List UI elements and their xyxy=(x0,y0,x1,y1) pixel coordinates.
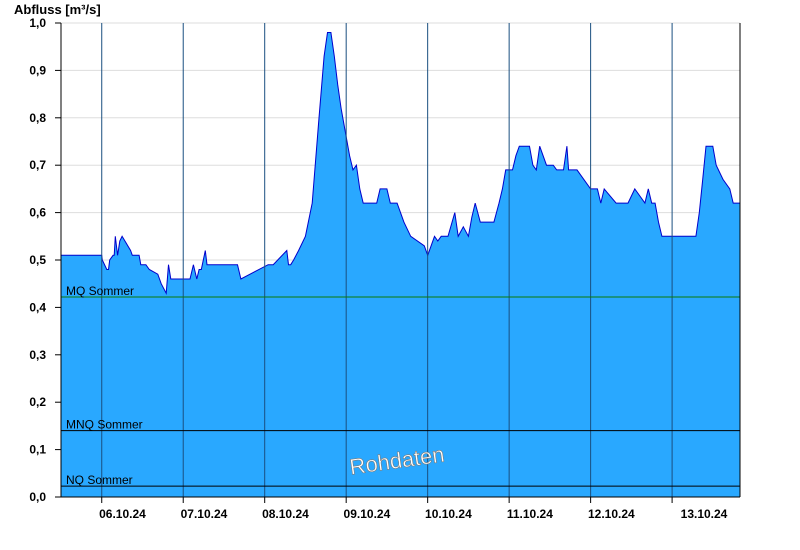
day-gridlines xyxy=(101,23,673,497)
y-tick-label: 0,3 xyxy=(29,348,46,362)
y-axis-title: Abfluss [m³/s] xyxy=(14,2,101,17)
y-tick-label: 0,6 xyxy=(29,206,46,220)
reference-lines: MQ Sommer MNQ Sommer NQ Sommer xyxy=(61,284,740,487)
y-tick-label: 0,4 xyxy=(29,300,46,314)
x-tick-label: 08.10.24 xyxy=(262,507,309,521)
reference-line-label: NQ Sommer xyxy=(66,473,133,487)
x-tick-label: 12.10.24 xyxy=(588,507,635,521)
y-tick-label: 0,5 xyxy=(29,253,46,267)
x-tick-label: 07.10.24 xyxy=(181,507,228,521)
y-tick-label: 0,1 xyxy=(29,443,46,457)
x-tick-label: 06.10.24 xyxy=(99,507,146,521)
x-tick-label: 09.10.24 xyxy=(344,507,391,521)
y-tick-label: 1,0 xyxy=(29,16,46,30)
y-tick-label: 0,8 xyxy=(29,111,46,125)
reference-line-label: MQ Sommer xyxy=(66,284,134,298)
discharge-fill xyxy=(61,32,740,497)
x-tick-label: 13.10.24 xyxy=(681,507,728,521)
y-tick-label: 0,0 xyxy=(29,490,46,504)
discharge-area xyxy=(61,32,740,497)
y-tick-label: 0,2 xyxy=(29,395,46,409)
x-tick-label: 10.10.24 xyxy=(425,507,472,521)
reference-line-label: MNQ Sommer xyxy=(66,418,143,432)
discharge-line xyxy=(61,32,740,295)
x-tick-label: 11.10.24 xyxy=(507,507,553,521)
axes: 06.10.24 07.10.24 08.10.24 09.10.24 10.10.24… xyxy=(29,16,741,521)
y-tick-label: 0,9 xyxy=(29,63,46,77)
y-tick-label: 0,7 xyxy=(29,158,46,172)
